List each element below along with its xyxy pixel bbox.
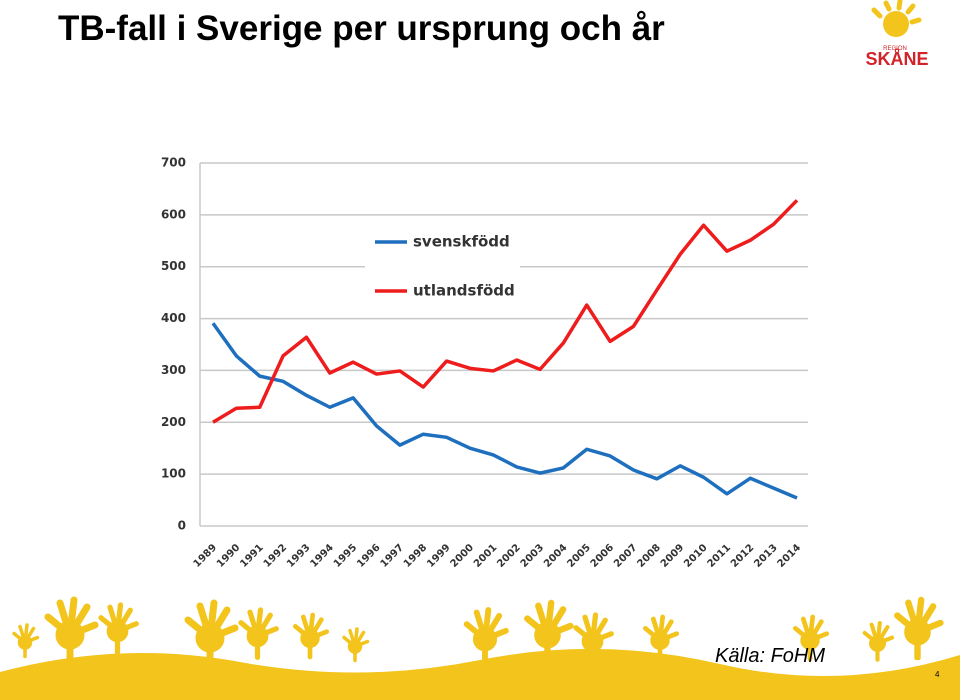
y-tick-label: 400 [161,311,186,325]
x-tick-label: 2010 [682,542,709,569]
hand [101,605,136,652]
series-line [212,199,799,424]
x-tick-label: 2008 [635,542,662,569]
hand [897,600,940,658]
x-tick-label: 2007 [612,542,639,569]
x-tick-label: 1997 [379,542,406,569]
x-tick-label: 2005 [565,542,592,569]
chart: 0100200300400500600700198919901991199219… [161,156,808,570]
logo-region: REGION [883,46,907,52]
y-tick-label: 300 [161,363,186,377]
x-tick-label: 1993 [285,542,312,569]
page-number: 4 [935,670,940,679]
x-tick-label: 1990 [215,542,242,569]
source: Källa: FoHM [715,645,825,667]
hand [241,610,276,657]
y-tick-label: 0 [178,519,186,533]
legend-label: svenskfödd [413,233,510,251]
slide-title: TB-fall i Sverige per ursprung och år [58,9,665,48]
y-tick-label: 100 [161,467,186,481]
hand [865,623,892,660]
y-tick-label: 200 [161,415,186,429]
x-tick-label: 2001 [472,542,499,569]
logo-rays [871,0,922,25]
series-line [211,322,798,500]
hand [48,600,95,663]
x-tick-label: 2002 [495,542,522,569]
x-tick-label: 2006 [589,542,616,569]
logo-name: SKÅNE [865,49,928,69]
hand [467,610,506,663]
x-tick-label: 1992 [262,542,289,569]
x-tick-label: 2011 [706,542,733,569]
x-tick-label: 2013 [752,542,779,569]
x-tick-label: 2012 [729,542,756,569]
x-tick-label: 2000 [449,542,476,569]
x-tick-label: 1996 [355,542,382,569]
x-tick-label: 2003 [519,542,546,569]
y-tick-label: 500 [161,259,186,273]
x-tick-label: 1994 [308,542,335,569]
hand [12,623,40,659]
y-tick-label: 600 [161,207,186,221]
x-tick-label: 1995 [332,542,359,569]
footer-decoration [0,600,960,700]
legend-label: utlandsfödd [413,282,515,300]
y-tick-label: 700 [161,156,186,170]
x-tick-label: 2014 [776,542,803,569]
legend-box [365,222,520,310]
x-tick-label: 1999 [425,542,452,569]
x-tick-label: 2004 [542,542,569,569]
ground [0,648,960,700]
logo: REGION SKÅNE [865,0,929,69]
x-tick-label: 1989 [192,542,219,569]
x-tick-label: 1998 [402,542,429,569]
logo-sun [883,11,909,37]
x-tick-label: 2009 [659,542,686,569]
hand [342,627,370,663]
x-tick-label: 1991 [238,542,265,569]
hand [295,615,326,657]
